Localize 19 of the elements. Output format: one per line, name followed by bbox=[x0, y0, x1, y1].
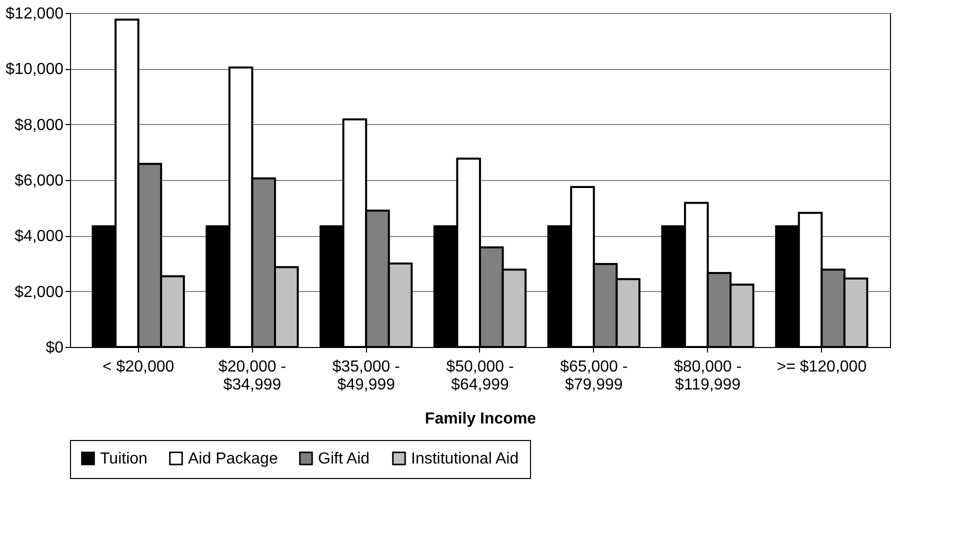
x-axis-title: Family Income bbox=[424, 410, 536, 428]
y-tick-label: $0 bbox=[46, 340, 64, 356]
x-tick-label: $35,000 - $49,999 bbox=[332, 358, 400, 394]
y-tick-label: $2,000 bbox=[14, 284, 64, 301]
legend-label: Institutional Aid bbox=[411, 450, 519, 468]
x-tick-label: $80,000 - $119,999 bbox=[674, 358, 742, 394]
legend-label: Tuition bbox=[100, 450, 148, 468]
x-tick-label: >= $120,000 bbox=[776, 358, 867, 376]
y-tick-label: $10,000 bbox=[6, 61, 64, 78]
legend-label: Gift Aid bbox=[318, 450, 370, 468]
y-tick-label: $6,000 bbox=[14, 172, 64, 190]
y-tick-label: $4,000 bbox=[14, 228, 64, 246]
x-tick-label: < $20,000 bbox=[102, 358, 174, 376]
legend-label: Aid Package bbox=[188, 450, 278, 468]
y-tick-label: $12,000 bbox=[6, 6, 64, 22]
x-tick-label: $50,000 - $64,999 bbox=[446, 358, 514, 394]
x-tick-label: $65,000 - $79,999 bbox=[560, 358, 628, 394]
x-tick-label: $20,000 - $34,999 bbox=[218, 358, 286, 394]
y-tick-label: $8,000 bbox=[14, 116, 64, 134]
